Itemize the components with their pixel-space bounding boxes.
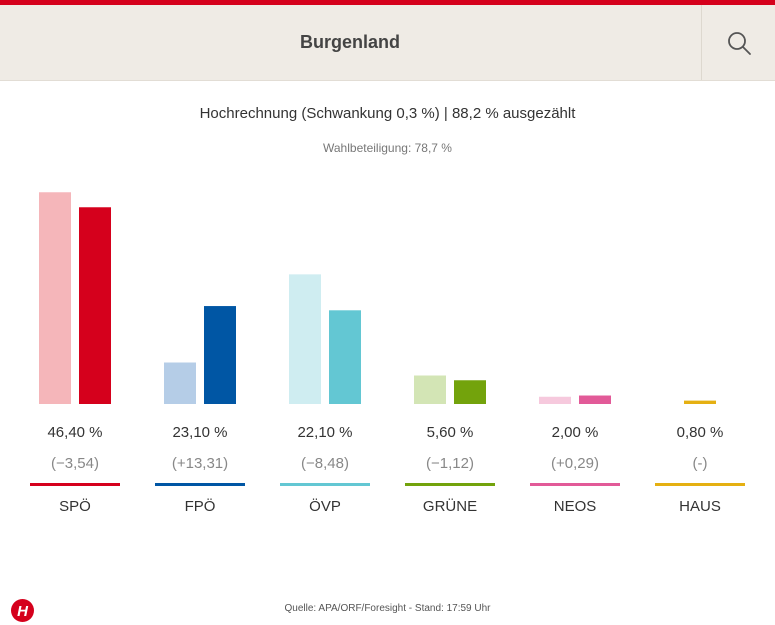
turnout-label: Wahlbeteiligung: 78,7 %	[323, 141, 452, 155]
bar-current-3	[454, 380, 486, 404]
bar-current-4	[579, 395, 611, 404]
search-button[interactable]	[701, 5, 775, 80]
bar-previous-2	[289, 274, 321, 404]
page-title: Burgenland	[299, 32, 400, 52]
svg-text:H: H	[17, 603, 29, 620]
party-underline-2	[280, 483, 370, 486]
party-label-4: NEOS	[554, 498, 597, 515]
election-bar-chart: 46,40 % (−3,54) SPÖ 23,10 % (+13,31) FPÖ 22,10…	[30, 192, 745, 515]
search-icon	[728, 31, 751, 55]
value-label-5: 0,80 %	[677, 424, 724, 441]
change-label-5: (-)	[693, 455, 708, 472]
change-label-0: (−3,54)	[51, 455, 99, 472]
value-label-3: 5,60 %	[427, 424, 474, 441]
party-label-0: SPÖ	[59, 497, 91, 515]
change-label-3: (−1,12)	[426, 455, 474, 472]
bar-current-0	[79, 207, 111, 404]
party-underline-1	[155, 483, 245, 486]
value-label-2: 22,10 %	[297, 424, 352, 441]
bar-previous-3	[414, 375, 446, 404]
party-underline-5	[655, 483, 745, 486]
header: Burgenland	[0, 5, 775, 81]
bar-current-5	[684, 400, 716, 404]
party-label-5: HAUS	[679, 498, 721, 515]
bar-previous-1	[164, 362, 196, 404]
top-accent-bar	[0, 0, 775, 5]
bar-previous-4	[539, 396, 571, 404]
source-note: Quelle: APA/ORF/Foresight - Stand: 17:59…	[284, 603, 491, 614]
party-label-1: FPÖ	[185, 497, 216, 515]
party-underline-3	[405, 483, 495, 486]
party-underline-4	[530, 483, 620, 486]
h-logo-icon: H	[11, 599, 34, 622]
party-underline-0	[30, 483, 120, 486]
value-label-1: 23,10 %	[172, 424, 227, 441]
value-label-0: 46,40 %	[47, 424, 102, 441]
party-label-2: ÖVP	[309, 497, 341, 515]
chart-title: Hochrechnung (Schwankung 0,3 %) | 88,2 %…	[199, 105, 576, 122]
change-label-1: (+13,31)	[172, 455, 228, 472]
change-label-4: (+0,29)	[551, 455, 599, 472]
bar-previous-0	[39, 192, 71, 404]
value-label-4: 2,00 %	[552, 424, 599, 441]
change-label-2: (−8,48)	[301, 455, 349, 472]
bar-current-2	[329, 310, 361, 404]
bar-current-1	[204, 306, 236, 404]
party-label-3: GRÜNE	[423, 497, 477, 515]
